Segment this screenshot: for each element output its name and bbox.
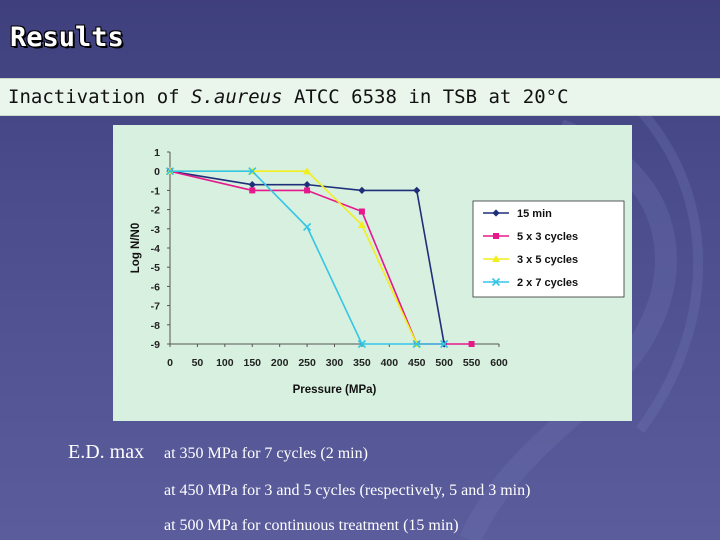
subtitle-organism: S.aureus xyxy=(191,86,283,108)
subtitle-suffix: ATCC 6538 in TSB at 20°C xyxy=(282,86,569,108)
y-tick-label: -7 xyxy=(151,301,160,313)
point-x xyxy=(491,277,501,287)
x-tick-label: 500 xyxy=(435,357,453,369)
point-triangle xyxy=(303,167,312,175)
series-4 xyxy=(165,167,449,349)
legend-label: 15 min xyxy=(517,208,552,220)
y-tick-label: -8 xyxy=(151,320,160,332)
point-x xyxy=(303,222,312,231)
y-tick-label: -2 xyxy=(151,205,160,217)
slide-subtitle: Inactivation of S.aureus ATCC 6538 in TS… xyxy=(8,86,569,108)
y-axis-label: Log N/N0 xyxy=(130,223,142,273)
y-tick-label: -1 xyxy=(151,185,160,197)
point-x xyxy=(357,339,366,349)
ed-max-note-1: at 350 MPa for 7 cycles (2 min) xyxy=(164,445,368,462)
series-line xyxy=(170,170,418,345)
series-3 xyxy=(166,167,421,347)
y-tick-label: 1 xyxy=(154,147,160,159)
x-tick-label: 150 xyxy=(243,357,261,369)
y-tick-label: -5 xyxy=(151,262,160,274)
point-diamond xyxy=(248,181,256,189)
point-diamond xyxy=(413,186,421,194)
x-tick-label: 400 xyxy=(381,357,399,369)
ed-max-note-2: at 450 MPa for 3 and 5 cycles (respectiv… xyxy=(164,482,531,499)
subtitle-prefix: Inactivation of xyxy=(8,86,192,108)
point-diamond xyxy=(358,186,366,194)
y-tick-label: -4 xyxy=(151,243,160,255)
x-tick-label: 50 xyxy=(192,357,204,369)
x-tick-label: 100 xyxy=(216,357,234,369)
chart-legend: 15 min 5 x 3 cycles 3 x 5 cycles 2 x 7 cycl… xyxy=(472,200,625,298)
point-x-stroke xyxy=(412,339,421,349)
point-x-stroke xyxy=(491,277,501,287)
point-triangle xyxy=(492,255,500,262)
y-tick-label: -6 xyxy=(151,281,160,293)
x-tick-label: 0 xyxy=(167,357,173,369)
series-line xyxy=(170,170,445,345)
x-tick-label: 200 xyxy=(271,357,289,369)
x-tick-label: 350 xyxy=(353,357,371,369)
x-tick-label: 450 xyxy=(408,357,426,369)
y-tick-label: 0 xyxy=(154,166,160,178)
point-x xyxy=(412,339,421,349)
legend-box xyxy=(472,200,625,298)
ed-max-label: E.D. max xyxy=(68,441,145,463)
x-axis-label: Pressure (MPa) xyxy=(293,384,377,396)
subtitle-bar: Inactivation of S.aureus ATCC 6538 in TS… xyxy=(0,78,720,116)
point-square xyxy=(468,341,475,347)
ed-max-note-3: at 500 MPa for continuous treatment (15 … xyxy=(164,517,459,534)
point-square xyxy=(304,187,311,194)
point-square xyxy=(358,208,365,215)
point-diamond xyxy=(303,181,311,189)
x-tick-label: 550 xyxy=(463,357,481,369)
point-x-stroke xyxy=(303,222,312,231)
inactivation-chart: 1 0 -1 -2 -3 -4 -5 -6 -7 -8 -9 0 50 100 150 200 250 300 35… xyxy=(130,147,625,396)
point-x-stroke xyxy=(357,339,366,349)
series-line xyxy=(169,170,445,345)
point-x-stroke xyxy=(248,167,257,176)
x-tick-label: 250 xyxy=(298,357,316,369)
x-tick-label: 300 xyxy=(326,357,344,369)
point-x-stroke xyxy=(165,167,175,176)
x-tick-label: 600 xyxy=(490,357,508,369)
slide-title: Results xyxy=(10,22,124,53)
y-tick-label: -9 xyxy=(151,339,160,351)
point-x xyxy=(440,339,449,349)
point-square xyxy=(249,187,256,194)
point-x-stroke xyxy=(440,339,449,349)
legend-label: 3 x 5 cycles xyxy=(517,254,578,266)
point-diamond xyxy=(492,209,500,217)
legend-label: 2 x 7 cycles xyxy=(517,277,578,289)
point-square xyxy=(493,233,499,239)
y-tick-label: -3 xyxy=(151,224,160,236)
point-x xyxy=(165,167,175,176)
point-triangle xyxy=(357,220,366,228)
chart-panel: 1 0 -1 -2 -3 -4 -5 -6 -7 -8 -9 0 50 100 150 200 250 300 35… xyxy=(113,125,632,421)
point-x xyxy=(248,167,257,176)
legend-label: 5 x 3 cycles xyxy=(517,231,578,243)
